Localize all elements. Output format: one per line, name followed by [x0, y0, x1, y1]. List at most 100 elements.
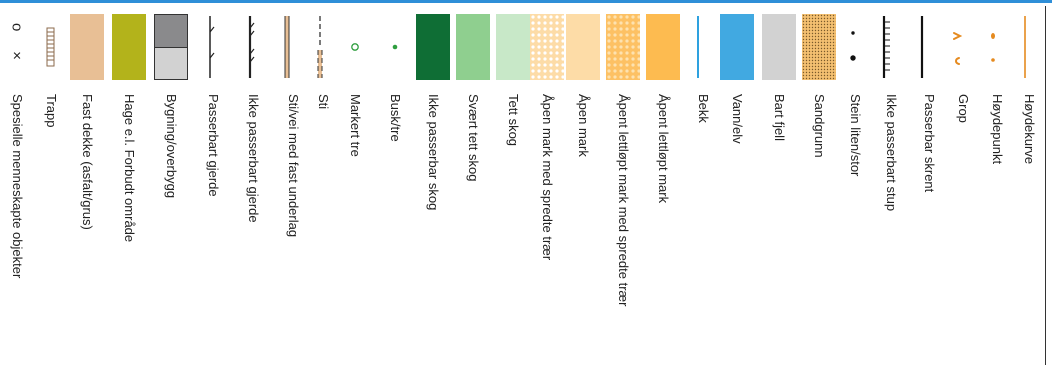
- road-firm-symbol: [276, 14, 310, 80]
- legend-label: Bygning/overbygg: [164, 94, 179, 199]
- open-symbol: [566, 14, 600, 80]
- legend-item-open-with-trees: Åpen mark med spredte trær: [530, 14, 564, 359]
- legend-item-bare-rock: Bart fjell: [762, 14, 796, 359]
- pit-icon: [953, 32, 963, 65]
- contour-icon: [1024, 16, 1026, 78]
- legend-item-road-firm: Sti/vei med fast underlag: [276, 14, 310, 359]
- legend-label: Trapp: [44, 94, 59, 128]
- peak-symbol: [980, 14, 1014, 80]
- legend-label: Grop: [956, 94, 971, 123]
- path-symbol: [306, 14, 340, 80]
- legend-label: Busk/tre: [388, 94, 403, 142]
- legend-item-fence-impassable: Ikke passerbart gjerde: [236, 14, 270, 359]
- peak-icon: [991, 33, 995, 62]
- legend-item-cliff-impassable: Ikke passerbart stup: [874, 14, 908, 359]
- legend-label: Markert tre: [348, 94, 363, 157]
- right-border: [1045, 6, 1046, 365]
- bare-rock-swatch: [762, 14, 796, 80]
- fence-passable-icon: [209, 16, 215, 78]
- legend-label: Vann/elv: [730, 94, 745, 144]
- legend-label: Bekk: [696, 94, 711, 123]
- open-rough-symbol: [646, 14, 680, 80]
- water-swatch: [720, 14, 754, 80]
- legend-label: Ikke passerbart gjerde: [246, 94, 261, 223]
- legend-item-forest-impassable: Ikke passerbar skog: [416, 14, 450, 359]
- legend-label: Høydekurve: [1022, 94, 1037, 165]
- legend-item-path: Sti: [306, 14, 340, 359]
- legend-label: Ikke passerbart stup: [884, 94, 899, 212]
- legend-item-sand: Sandgrunn: [802, 14, 836, 359]
- legend-item-paved: Fast dekke (asfalt/grus): [70, 14, 104, 359]
- legend-label: Spesielle menneskapte objekter: [10, 94, 25, 279]
- open-rough-with-trees-symbol: [606, 14, 640, 80]
- legend-label: Åpent lettløpt mark: [656, 94, 671, 204]
- fence-passable-symbol: [196, 14, 230, 80]
- legend-item-building: Bygning/overbygg: [154, 14, 188, 359]
- sand-symbol: [802, 14, 836, 80]
- stone-symbol: [838, 14, 872, 80]
- forest-very-dense-symbol: [456, 14, 490, 80]
- cliff-passable-symbol: [912, 14, 946, 80]
- legend-item-garden: Hage e.l. Forbudt område: [112, 14, 146, 359]
- bush-symbol: [378, 14, 412, 80]
- legend-label: Åpen mark med spredte trær: [540, 94, 555, 261]
- legend-label: Hage e.l. Forbudt område: [122, 94, 137, 243]
- building-symbol: [154, 14, 188, 80]
- sand-icon: [802, 14, 836, 80]
- legend-label: Fast dekke (asfalt/grus): [80, 94, 95, 230]
- legend-item-cliff-passable: Passerbar skrent: [912, 14, 946, 359]
- legend-label: Sandgrunn: [812, 94, 827, 158]
- legend-item-fence-passable: Passerbart gjerde: [196, 14, 230, 359]
- open-rough-with-trees-icon: [606, 14, 640, 80]
- legend-item-water: Vann/elv: [720, 14, 754, 359]
- bare-rock-symbol: [762, 14, 796, 80]
- legend-label: Tett skog: [506, 94, 521, 147]
- marked-tree-icon: [351, 43, 359, 51]
- legend-item-stone: Stein liten/stor: [838, 14, 872, 359]
- path-icon: [317, 16, 323, 78]
- legend-label: Svært tett skog: [466, 94, 481, 182]
- legend-item-stairs: Trapp: [34, 14, 68, 359]
- legend-item-forest-dense: Tett skog: [496, 14, 530, 359]
- cliff-impassable-symbol: [874, 14, 908, 80]
- legend-item-peak: Høydepunkt: [980, 14, 1014, 359]
- forest-impassable-symbol: [416, 14, 450, 80]
- legend-label: Høydepunkt: [990, 94, 1005, 165]
- stairs-symbol: [34, 14, 68, 80]
- pit-symbol: [946, 14, 980, 80]
- legend-item-contour: Høydekurve: [1012, 14, 1046, 359]
- fence-impassable-icon: [248, 16, 255, 78]
- forest-dense-swatch: [496, 14, 530, 80]
- legend-label: Bart fjell: [772, 94, 787, 141]
- legend-item-bush: Busk/tre: [378, 14, 412, 359]
- legend-label: Sti: [316, 94, 331, 110]
- cliff-impassable-icon: [882, 16, 890, 78]
- legend-item-marked-tree: Markert tre: [338, 14, 372, 359]
- legend-label: Ikke passerbar skog: [426, 94, 441, 211]
- special-object-glyphs: o ×: [8, 23, 26, 71]
- open-rough-swatch: [646, 14, 680, 80]
- open-with-trees-symbol: [530, 14, 564, 80]
- legend-item-stream: Bekk: [686, 14, 720, 359]
- legend-label: Åpen mark: [576, 94, 591, 157]
- forest-very-dense-swatch: [456, 14, 490, 80]
- legend-item-forest-very-dense: Svært tett skog: [456, 14, 490, 359]
- stream-icon: [697, 16, 699, 78]
- paved-swatch: [70, 14, 104, 80]
- legend-item-pit: Grop: [946, 14, 980, 359]
- open-with-trees-icon: [530, 14, 564, 80]
- legend-item-open: Åpen mark: [566, 14, 600, 359]
- cliff-passable-icon: [920, 16, 924, 78]
- bush-icon: [392, 44, 398, 50]
- road-firm-icon: [284, 16, 290, 78]
- legend-label: Stein liten/stor: [848, 94, 863, 177]
- garden-symbol: [112, 14, 146, 80]
- garden-swatch: [112, 14, 146, 80]
- legend-label: Passerbar skrent: [922, 94, 937, 193]
- paved-symbol: [70, 14, 104, 80]
- stairs-icon: [46, 27, 55, 67]
- water-symbol: [720, 14, 754, 80]
- legend-item-special: o × Spesielle menneskapte objekter: [0, 14, 34, 359]
- forest-dense-symbol: [496, 14, 530, 80]
